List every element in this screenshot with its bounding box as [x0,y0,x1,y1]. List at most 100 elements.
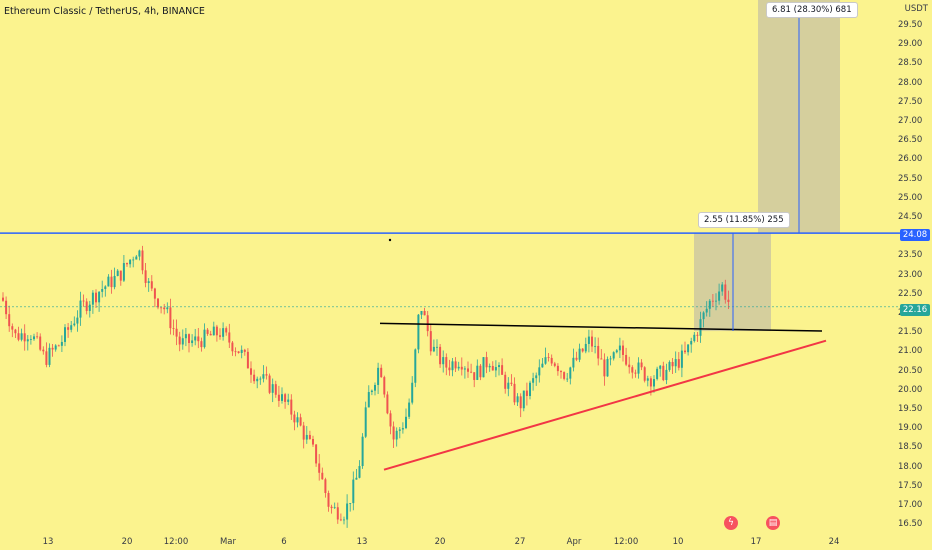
candle-body [625,354,628,365]
candle-body [274,384,277,395]
price-tick-label: 27.00 [898,116,923,126]
candle-body [370,390,373,393]
candle-body [383,377,386,395]
candle-body [674,359,677,367]
candle-body [234,351,237,353]
candle-body [631,367,634,373]
candle-body [715,300,717,302]
candle-body [188,334,190,344]
candle-body [482,357,485,378]
candle-body [163,307,166,310]
candle-body [628,364,631,368]
candle-body [246,351,249,369]
candle-body [147,281,150,283]
candle-body [346,503,349,520]
candle-body [668,361,671,370]
candle-body [82,300,85,302]
candle-body [389,413,392,427]
candle-body [339,519,342,521]
chart-title: Ethereum Classic / TetherUS, 4h, BINANCE [4,6,205,17]
candle-body [175,328,178,337]
candle-body [646,378,649,381]
measure-label-large[interactable]: 6.81 (28.30%) 681 [766,2,858,18]
candle-body [33,336,35,340]
candle-body [64,327,66,342]
candle-body [45,351,48,365]
candle-body [256,378,259,382]
candle-body [659,365,662,369]
candle-body [618,345,621,351]
candle-body [377,367,380,385]
candle-body [88,304,91,311]
candle-body [467,368,469,372]
candle-body [504,374,507,389]
price-tick-label: 17.00 [898,500,923,510]
price-tick-label: 21.50 [898,327,923,338]
candle-body [556,365,559,372]
us-flag-icon[interactable]: ▤ [766,516,780,530]
candle-body [544,357,547,364]
candle-body [547,357,550,358]
candle-body [507,382,510,389]
price-tick-label: 18.00 [898,461,923,472]
candle-body [491,365,494,371]
candle-body [563,372,566,379]
time-tick-label: 10 [672,537,684,547]
candle-body [470,371,473,373]
candle-body [535,375,538,379]
candle-body [315,444,318,464]
candle-body [243,349,246,352]
candle-body [352,479,355,504]
candle-body [392,426,395,440]
support-trendline [383,339,827,471]
candle-body [485,357,488,368]
candle-body [653,379,655,387]
candle-body [460,366,463,370]
candle-body [587,336,590,344]
candle-body [445,357,448,368]
candle-body [150,281,153,289]
candle-body [436,346,438,348]
measure-label-small[interactable]: 2.55 (11.85%) 255 [698,212,790,228]
candle-body [671,361,674,367]
price-tick-label: 23.00 [898,269,923,280]
candle-body [172,328,175,329]
time-tick-label: 17 [750,537,762,547]
candle-body [367,392,370,408]
price-tick-label: 19.50 [898,404,923,414]
candle-body [76,317,79,324]
candle-body [687,344,690,353]
candle-body [296,417,299,423]
candle-body [91,292,94,305]
candle-body [398,429,401,431]
candle-body [708,300,711,309]
price-tick-label: 25.50 [898,173,923,184]
candle-body [364,407,367,437]
candle-body [606,359,609,377]
candle-body [144,270,147,283]
candle-body [200,341,203,348]
candle-body [501,365,504,375]
candle-body [95,292,97,303]
lightning-icon[interactable]: ϟ [724,516,738,530]
candle-body [181,338,184,345]
candle-body [169,307,172,329]
candle-body [290,399,293,415]
candle-body [684,350,686,353]
candle-body [395,430,398,440]
candle-body [209,333,212,336]
candle-body [656,368,659,380]
candle-body [488,365,491,368]
candle-body [157,298,159,308]
time-tick-label: 6 [281,537,287,547]
price-tick-label: 19.00 [898,423,923,434]
candle-body [57,345,60,347]
candle-body [330,506,333,509]
candle-body [643,367,646,381]
candle-body [690,341,693,345]
candle-body [622,345,624,355]
candle-body [70,325,73,330]
candle-body [116,270,119,276]
